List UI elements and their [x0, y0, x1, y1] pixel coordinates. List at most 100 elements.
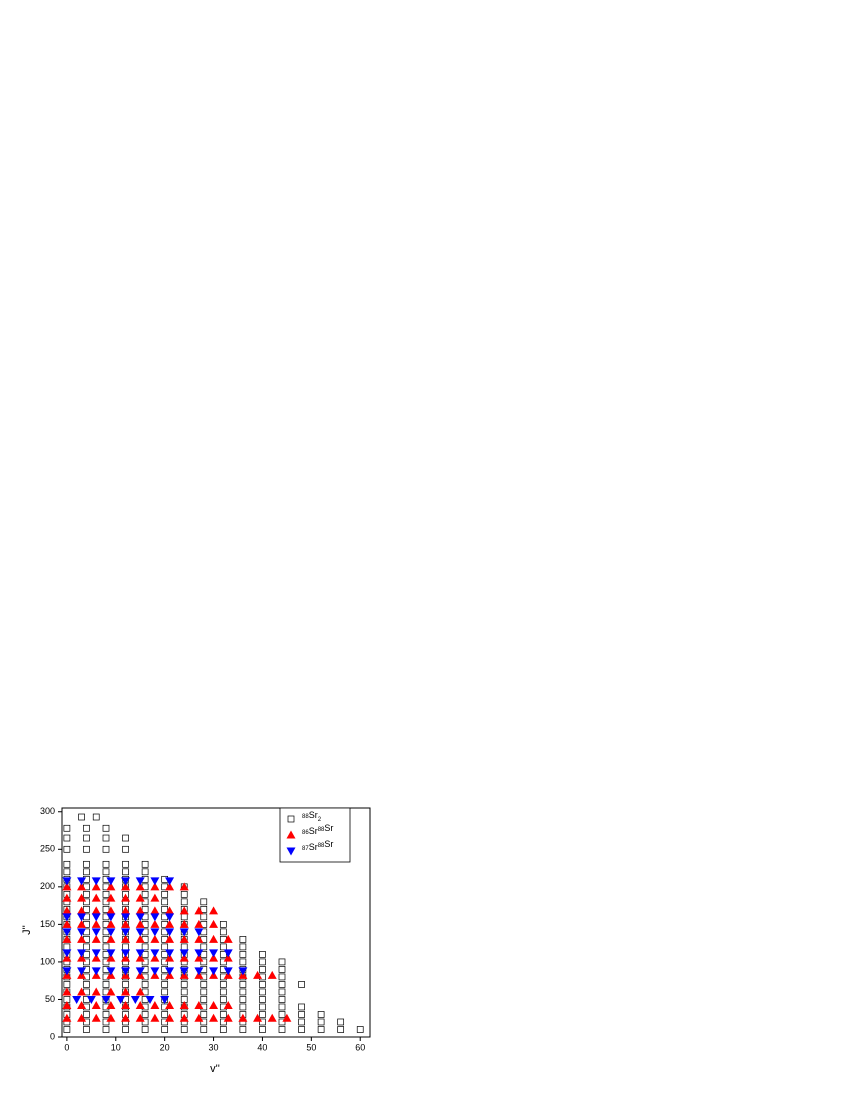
point [298, 1026, 305, 1033]
point [122, 845, 129, 853]
x-axis-label: v'' [210, 1063, 220, 1075]
point [317, 1018, 325, 1026]
point [200, 898, 208, 906]
point [179, 949, 189, 958]
point [62, 1000, 72, 1009]
point [150, 934, 160, 943]
point [209, 934, 219, 943]
point [101, 995, 111, 1004]
point [83, 860, 90, 868]
point [77, 953, 87, 962]
point [239, 936, 247, 943]
point [150, 906, 160, 915]
point [165, 919, 175, 928]
point [180, 898, 188, 906]
point [223, 1013, 233, 1022]
y-tick-label: 0 [50, 1031, 55, 1041]
point [259, 1003, 266, 1011]
point [102, 860, 110, 868]
point [219, 928, 227, 936]
point [200, 988, 208, 996]
point [239, 988, 247, 996]
point [150, 913, 160, 922]
point [141, 868, 149, 876]
point [62, 913, 72, 922]
point [91, 967, 101, 976]
point [337, 1018, 345, 1026]
point [141, 898, 149, 906]
point [121, 893, 131, 902]
point [259, 988, 266, 996]
point [180, 988, 188, 996]
point [150, 882, 160, 891]
point [161, 943, 169, 951]
point [219, 1026, 227, 1033]
legend-label: 87Sr88Sr [302, 839, 333, 852]
point [180, 913, 188, 921]
point [165, 913, 175, 922]
point [161, 1026, 169, 1033]
point [298, 1011, 305, 1018]
point [278, 996, 286, 1003]
x-tick-label: 40 [257, 1042, 267, 1052]
point [200, 996, 208, 1003]
point [135, 949, 145, 958]
point [278, 1018, 286, 1026]
point [239, 1026, 247, 1033]
x-tick-label: 30 [209, 1042, 219, 1052]
point [135, 893, 145, 902]
point [150, 1013, 160, 1022]
point [91, 882, 101, 891]
point [317, 1011, 325, 1018]
point [165, 1013, 175, 1022]
point [77, 877, 87, 886]
legend-label: 86Sr88Sr [302, 823, 333, 836]
point [122, 1026, 129, 1033]
point [165, 953, 175, 962]
point [165, 949, 175, 958]
point [194, 1000, 204, 1009]
point [122, 981, 129, 988]
legend-marker [286, 830, 296, 839]
point [62, 967, 72, 976]
x-tick-label: 50 [306, 1042, 316, 1052]
point [253, 970, 263, 979]
point [145, 995, 155, 1004]
point [278, 988, 286, 996]
point [150, 893, 160, 902]
point [161, 898, 169, 906]
point [102, 898, 110, 906]
point [141, 958, 149, 966]
point [135, 1000, 145, 1009]
x-tick-label: 0 [64, 1042, 69, 1052]
point [259, 966, 266, 973]
point [102, 906, 110, 913]
point [141, 981, 149, 988]
point [91, 934, 101, 943]
point [135, 928, 145, 937]
point [102, 1011, 110, 1018]
point [77, 882, 87, 891]
point [77, 928, 87, 937]
point [209, 1000, 219, 1009]
point [121, 913, 131, 922]
point [219, 1018, 227, 1026]
point [259, 1018, 266, 1026]
point [102, 845, 110, 853]
point [83, 1026, 90, 1033]
point [180, 890, 188, 898]
point [200, 943, 208, 951]
point [121, 953, 131, 962]
point [165, 934, 175, 943]
point [106, 949, 116, 958]
point [91, 1000, 101, 1009]
point [83, 981, 90, 988]
point [130, 995, 140, 1004]
legend-marker [287, 815, 295, 823]
point [259, 958, 266, 966]
point [200, 1018, 208, 1026]
point [121, 1000, 131, 1009]
point [77, 1013, 87, 1022]
